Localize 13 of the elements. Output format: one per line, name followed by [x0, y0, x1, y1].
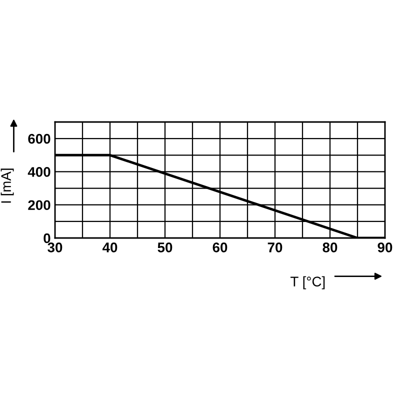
x-tick-label: 80 [322, 242, 338, 252]
x-tick-label: 60 [212, 242, 228, 252]
y-axis-title: I [mA] [0, 168, 14, 203]
y-tick-label: 600 [28, 134, 50, 144]
y-tick-label: 200 [28, 200, 50, 210]
x-axis-title: T [°C] [290, 276, 325, 290]
x-tick-label: 50 [158, 242, 172, 252]
y-tick-label: 0 [44, 233, 50, 244]
y-tick-label: 400 [28, 167, 50, 177]
x-tick-label: 40 [102, 242, 118, 252]
x-tick-label: 30 [48, 242, 62, 252]
x-tick-label: 90 [378, 242, 392, 252]
x-tick-label: 70 [268, 242, 282, 252]
